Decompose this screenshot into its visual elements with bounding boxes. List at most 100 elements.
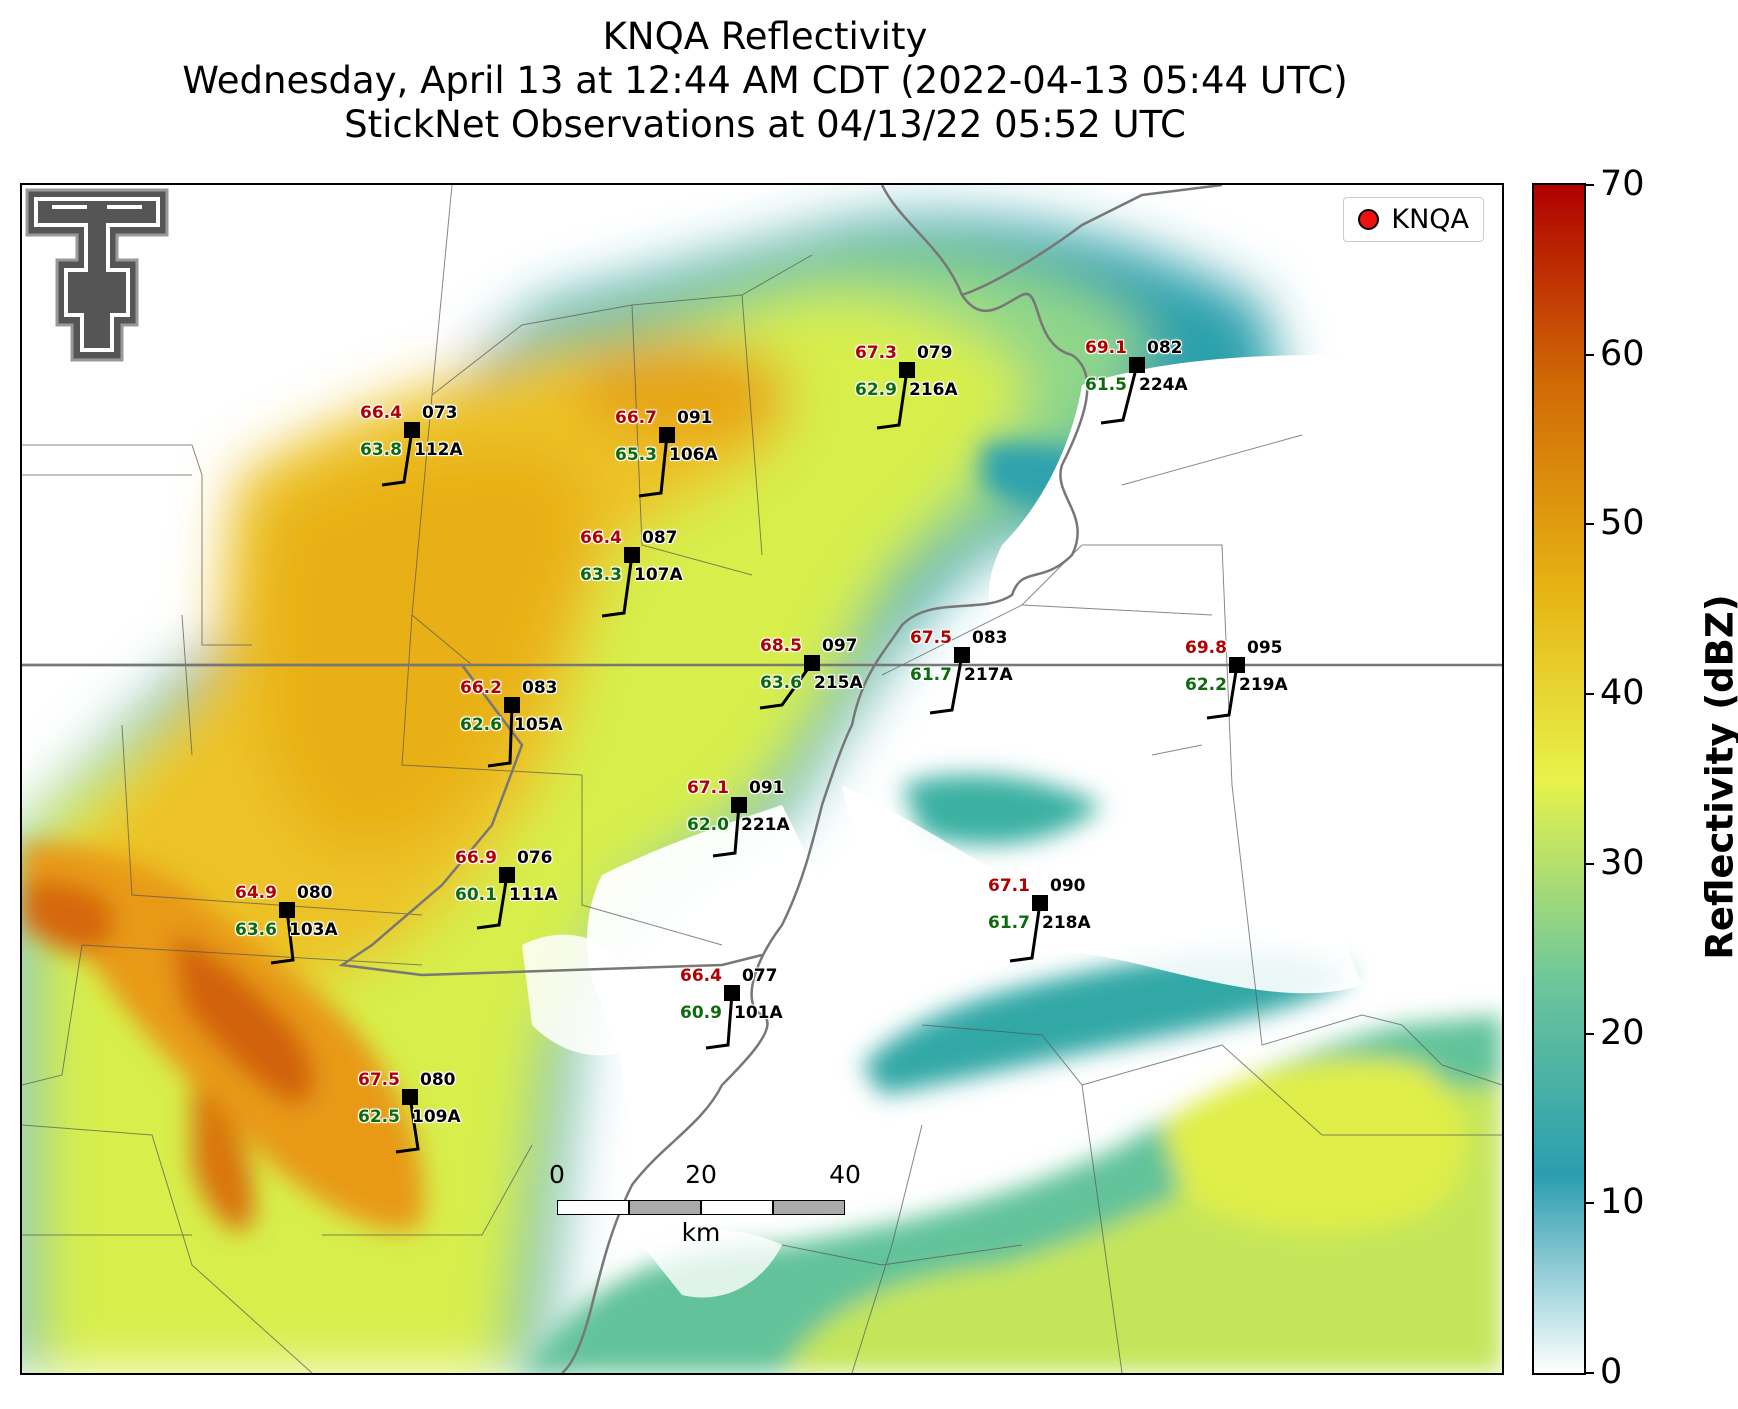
station-wind-direction: 077	[742, 966, 778, 986]
station-wind-direction: 076	[517, 848, 553, 868]
wind-barb-shaft	[638, 434, 669, 498]
station-marker[interactable]	[899, 362, 915, 378]
station-marker[interactable]	[1032, 895, 1048, 911]
knqa-marker-icon	[1358, 209, 1380, 230]
station-temperature: 64.9	[235, 883, 277, 903]
colorbar-tick-mark	[1584, 184, 1594, 186]
wind-barb-icon	[929, 654, 964, 715]
colorbar-tick-mark	[1584, 353, 1594, 356]
station-dewpoint: 63.6	[235, 920, 277, 940]
station-dewpoint: 60.9	[680, 1003, 722, 1023]
station-temperature: 69.8	[1185, 638, 1227, 658]
wind-barb-icon	[705, 992, 734, 1050]
wind-barb-shaft	[876, 369, 909, 430]
station-marker[interactable]	[659, 427, 675, 443]
station-temperature: 69.1	[1085, 338, 1127, 358]
station-dewpoint: 63.6	[760, 673, 802, 693]
station-dewpoint: 62.5	[358, 1107, 400, 1127]
wind-barb-icon	[487, 704, 514, 768]
station-id: 221A	[741, 815, 790, 835]
station-dewpoint: 62.9	[855, 380, 897, 400]
station-marker[interactable]	[504, 697, 520, 713]
wind-barb-shaft	[1206, 664, 1239, 720]
colorbar-tick-mark	[1584, 523, 1594, 526]
colorbar-tick-label: 20	[1600, 1012, 1645, 1053]
station-dewpoint: 63.8	[360, 440, 402, 460]
station-dewpoint: 62.0	[687, 815, 729, 835]
wind-barb-shaft	[1009, 902, 1042, 963]
station-marker[interactable]	[499, 867, 515, 883]
scale-bar-segment	[557, 1200, 629, 1215]
station-wind-direction: 082	[1147, 338, 1183, 358]
station-marker[interactable]	[954, 647, 970, 663]
station-marker[interactable]	[402, 1089, 418, 1105]
scale-bar-unit: km	[681, 1218, 721, 1247]
map-legend: KNQA	[1343, 197, 1484, 242]
wind-barb-shaft	[1100, 364, 1139, 425]
wind-barb-icon	[1206, 664, 1239, 720]
station-id: 219A	[1239, 675, 1288, 695]
station-id: 112A	[414, 440, 463, 460]
station-marker[interactable]	[1229, 657, 1245, 673]
wind-barb-shaft	[705, 992, 734, 1050]
wind-barb-shaft	[601, 554, 634, 618]
radar-map-canvas	[22, 185, 1502, 1373]
station-temperature: 68.5	[760, 636, 802, 656]
scale-bar-segment	[773, 1200, 845, 1215]
wind-barb-shaft	[476, 874, 509, 930]
station-id: 101A	[734, 1003, 783, 1023]
station-wind-direction: 083	[972, 628, 1008, 648]
station-wind-direction: 087	[642, 528, 678, 548]
stations-layer: 66.4 073 63.8 112A 66.7 091 65.3 106A 67.3 079 62.…	[22, 185, 1502, 1373]
wind-barb-shaft	[759, 662, 814, 710]
wind-barb-icon	[876, 369, 909, 430]
station-marker[interactable]	[724, 985, 740, 1001]
wind-barb-icon	[395, 1096, 420, 1154]
station-marker[interactable]	[404, 422, 420, 438]
wind-barb-icon	[1100, 364, 1139, 425]
station-id: 224A	[1139, 375, 1188, 395]
station-marker[interactable]	[731, 797, 747, 813]
station-wind-direction: 073	[422, 403, 458, 423]
county-boundaries	[22, 185, 1502, 1373]
station-marker[interactable]	[804, 655, 820, 671]
station-temperature: 66.9	[455, 848, 497, 868]
scale-bar-label: 20	[685, 1160, 717, 1189]
scale-bar: 0 20 40 km	[549, 1160, 861, 1250]
wind-barb-shaft	[381, 429, 414, 487]
wind-barb-shaft	[929, 654, 964, 715]
station-marker[interactable]	[624, 547, 640, 563]
station-temperature: 66.2	[460, 678, 502, 698]
station-dewpoint: 63.3	[580, 565, 622, 585]
radar-map[interactable]: KNQA 0 20 40 km 66.4 073 63.8 112A 66.7 091 65.3 1…	[20, 183, 1504, 1375]
colorbar-tick-mark	[1584, 1372, 1594, 1374]
colorbar-label: Reflectivity (dBZ)	[1698, 594, 1738, 960]
wind-barb-icon	[270, 909, 295, 965]
wind-barb-icon	[476, 874, 509, 930]
station-id: 217A	[964, 665, 1013, 685]
station-wind-direction: 079	[917, 343, 953, 363]
title-line-3: StickNet Observations at 04/13/22 05:52 …	[344, 103, 1186, 146]
station-temperature: 67.5	[358, 1070, 400, 1090]
colorbar-tick-label: 10	[1600, 1182, 1645, 1223]
colorbar-tick-label: 50	[1600, 503, 1645, 544]
wind-barb-icon	[712, 804, 741, 858]
station-marker[interactable]	[279, 902, 295, 918]
wind-barb-icon	[601, 554, 634, 618]
station-id: 107A	[634, 565, 683, 585]
station-id: 215A	[814, 673, 863, 693]
state-boundaries	[22, 185, 1502, 1373]
station-temperature: 67.3	[855, 343, 897, 363]
colorbar-tick-label: 70	[1600, 164, 1645, 204]
station-marker[interactable]	[1129, 357, 1145, 373]
station-temperature: 67.5	[910, 628, 952, 648]
colorbar-tick-label: 40	[1600, 673, 1645, 714]
colorbar-tick-mark	[1584, 1032, 1594, 1035]
station-dewpoint: 61.5	[1085, 375, 1127, 395]
wind-barb-icon	[759, 662, 814, 710]
station-wind-direction: 090	[1050, 876, 1086, 896]
wind-barb-icon	[1009, 902, 1042, 963]
station-wind-direction: 083	[522, 678, 558, 698]
scale-bar-label: 0	[549, 1160, 565, 1189]
station-dewpoint: 61.7	[910, 665, 952, 685]
